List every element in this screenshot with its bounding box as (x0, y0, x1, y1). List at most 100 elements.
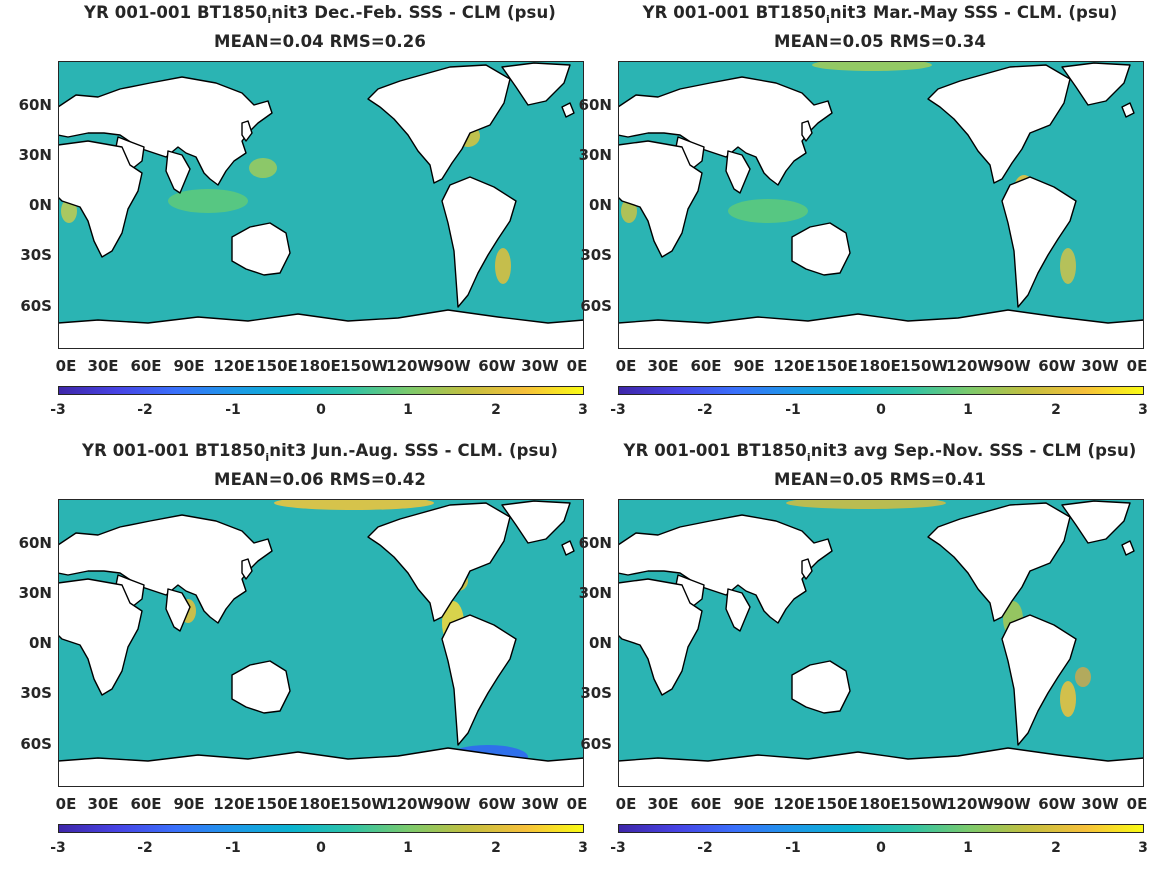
lon-tick-label: 120W (386, 795, 434, 813)
lon-tick-label: 150W (340, 795, 388, 813)
eurasia-landmass (618, 514, 833, 624)
lon-tick-label: 0E (55, 357, 77, 375)
panel-title: YR 001-001 BT1850init3 Jun.-Aug. SSS - C… (82, 441, 558, 464)
lon-tick-label: 90E (173, 795, 205, 813)
south-america-landmass (441, 176, 517, 308)
lon-tick-label: 0E (615, 357, 637, 375)
antarctica-landmass (618, 747, 1144, 787)
lon-tick-label: 150E (256, 357, 298, 375)
colorbar-tick-label: -2 (137, 402, 153, 418)
lat-tick-label: 0N (589, 196, 612, 214)
greenland-landmass (501, 62, 571, 106)
colorbar-tick-label: -1 (225, 402, 241, 418)
lon-tick-label: 30W (1081, 795, 1119, 813)
lon-tick-label: 30W (521, 795, 559, 813)
eurasia-landmass (58, 76, 273, 186)
india-landmass (165, 588, 191, 632)
salinity-anomaly-patch (1075, 667, 1091, 687)
panel-stats: MEAN=0.05 RMS=0.34 (774, 32, 986, 51)
lon-tick-label: 0E (1126, 795, 1148, 813)
lon-tick-label: 60E (690, 795, 722, 813)
panel-stats: MEAN=0.04 RMS=0.26 (214, 32, 426, 51)
colorbar-tick-label: -2 (697, 402, 713, 418)
lat-tick-label: 60N (18, 96, 52, 114)
lon-tick-label: 120W (946, 795, 994, 813)
lon-tick-label: 0E (1126, 357, 1148, 375)
salinity-anomaly-patch (168, 189, 248, 213)
japan-landmass (241, 558, 253, 580)
lon-tick-label: 0E (566, 795, 588, 813)
lat-tick-label: 30S (20, 684, 52, 702)
lon-tick-label: 120E (773, 357, 815, 375)
lon-tick-label: 150E (256, 795, 298, 813)
panel-title: YR 001-001 BT1850init3 Mar.-May SSS - CL… (642, 3, 1118, 26)
south-america-landmass (441, 614, 517, 746)
eurasia-landmass (58, 514, 273, 624)
map-frame (618, 499, 1144, 787)
lon-tick-label: 90W (993, 795, 1031, 813)
salinity-anomaly-patch (786, 499, 946, 509)
colorbar-tick-label: 1 (963, 402, 973, 418)
india-landmass (725, 150, 751, 194)
africa-landmass (618, 140, 703, 258)
colorbar-gradient (619, 387, 1143, 394)
lon-tick-label: 0E (566, 357, 588, 375)
lat-tick-label: 60N (18, 534, 52, 552)
panel-stats: MEAN=0.06 RMS=0.42 (214, 470, 426, 489)
colorbar-tick-label: 0 (316, 840, 326, 856)
salinity-anomaly-patch (249, 158, 277, 178)
colorbar-tick-label: -2 (697, 840, 713, 856)
colorbar-tick-label: 0 (876, 840, 886, 856)
lat-tick-label: 30N (18, 146, 52, 164)
colorbar-tick-label: 1 (403, 402, 413, 418)
lon-tick-label: 60W (1038, 795, 1076, 813)
lon-tick-label: 150E (816, 357, 858, 375)
sss-anomaly-map (618, 499, 1144, 787)
salinity-anomaly-patch (728, 199, 808, 223)
uk-landmass (561, 102, 575, 118)
lon-tick-label: 60W (478, 795, 516, 813)
lon-tick-label: 120W (386, 357, 434, 375)
salinity-anomaly-patch (274, 499, 434, 510)
panel-title: YR 001-001 BT1850init3 Dec.-Feb. SSS - C… (84, 3, 556, 26)
africa-landmass (58, 578, 143, 696)
colorbar-tick-label: 2 (491, 840, 501, 856)
lat-tick-label: 60N (578, 96, 612, 114)
greenland-landmass (501, 500, 571, 544)
lon-tick-label: 90W (433, 357, 471, 375)
sss-anomaly-map (58, 499, 584, 787)
colorbar-tick-label: 1 (963, 840, 973, 856)
colorbar-gradient (619, 825, 1143, 832)
colorbar-tick-label: 3 (1138, 840, 1148, 856)
lon-tick-label: 90E (733, 795, 765, 813)
lat-tick-label: 30S (580, 246, 612, 264)
lon-tick-label: 150W (900, 357, 948, 375)
colorbar-tick-label: 3 (1138, 402, 1148, 418)
uk-landmass (1121, 102, 1135, 118)
lon-tick-label: 120E (213, 357, 255, 375)
salinity-anomaly-patch (812, 61, 932, 71)
salinity-anomaly-patch (1060, 681, 1076, 717)
colorbar-tick-label: 1 (403, 840, 413, 856)
lat-tick-label: 0N (589, 634, 612, 652)
colorbar (618, 386, 1144, 395)
sss-anomaly-map (58, 61, 584, 349)
japan-landmass (241, 120, 253, 142)
uk-landmass (1121, 540, 1135, 556)
lon-tick-label: 150E (816, 795, 858, 813)
colorbar-tick-label: -1 (785, 402, 801, 418)
colorbar-tick-label: 0 (876, 402, 886, 418)
lon-tick-label: 120W (946, 357, 994, 375)
lat-tick-label: 30N (578, 146, 612, 164)
lon-tick-label: 180E (859, 357, 901, 375)
colorbar-tick-label: -3 (610, 840, 626, 856)
australia-landmass (791, 660, 851, 714)
lat-tick-label: 0N (29, 196, 52, 214)
antarctica-landmass (58, 747, 584, 787)
lon-tick-label: 30E (647, 357, 679, 375)
colorbar-tick-label: 3 (578, 402, 588, 418)
lon-tick-label: 120E (773, 795, 815, 813)
lon-tick-label: 90W (433, 795, 471, 813)
lat-tick-label: 60S (20, 735, 52, 753)
colorbar-tick-label: -3 (50, 402, 66, 418)
